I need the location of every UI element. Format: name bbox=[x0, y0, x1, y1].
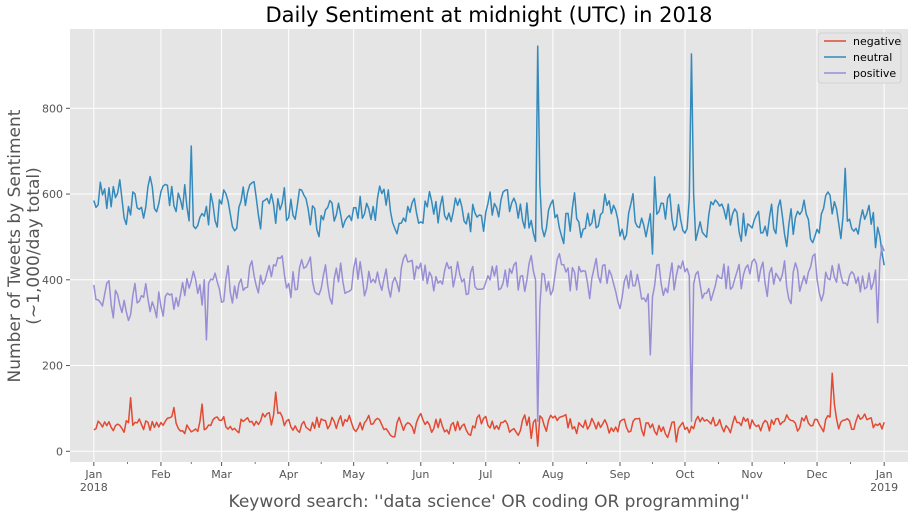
y-tick-label: 0 bbox=[56, 445, 63, 458]
x-tick-label: Oct bbox=[675, 468, 695, 481]
x-tick-label: Jul bbox=[478, 468, 492, 481]
legend-box bbox=[817, 32, 902, 84]
legend-label-positive: positive bbox=[853, 67, 896, 80]
x-axis-label: Keyword search: ''data science' OR codin… bbox=[229, 492, 750, 512]
series-line-positive bbox=[93, 244, 885, 423]
series-line-negative bbox=[93, 372, 885, 447]
legend-label-negative: negative bbox=[853, 35, 901, 48]
x-tick-label: Dec bbox=[806, 468, 827, 481]
x-tick-year-label: 2019 bbox=[870, 481, 898, 494]
x-tick-year-label: 2018 bbox=[80, 481, 108, 494]
y-tick-label: 600 bbox=[42, 188, 63, 201]
y-axis-label-line-1: Number of Tweets by Sentiment bbox=[5, 109, 25, 382]
x-tick-label: Nov bbox=[741, 468, 763, 481]
x-tick-label: Jan bbox=[84, 468, 102, 481]
legend: negative neutral positive bbox=[817, 32, 902, 84]
x-tick-label: Sep bbox=[610, 468, 631, 481]
x-tick-label: Mar bbox=[211, 468, 232, 481]
y-axis-label: Number of Tweets by Sentiment (~1,000/da… bbox=[5, 109, 44, 382]
x-tick-label: Aug bbox=[542, 468, 563, 481]
x-tick-label: Apr bbox=[279, 468, 299, 481]
legend-label-neutral: neutral bbox=[853, 51, 892, 64]
y-axis-label-line-2: (~1,000/day total) bbox=[24, 167, 44, 324]
chart-title: Daily Sentiment at midnight (UTC) in 201… bbox=[265, 3, 712, 27]
series-lines bbox=[93, 45, 885, 447]
x-tick-label: Jan bbox=[875, 468, 893, 481]
plot-area bbox=[70, 29, 908, 462]
x-tick-label: Jun bbox=[411, 468, 429, 481]
x-tick-label: Feb bbox=[151, 468, 170, 481]
y-tick-label: 200 bbox=[42, 360, 63, 373]
series-line-neutral bbox=[93, 45, 885, 266]
y-tick-label: 800 bbox=[42, 102, 63, 115]
x-tick-label: May bbox=[342, 468, 365, 481]
y-tick-label: 400 bbox=[42, 274, 63, 287]
